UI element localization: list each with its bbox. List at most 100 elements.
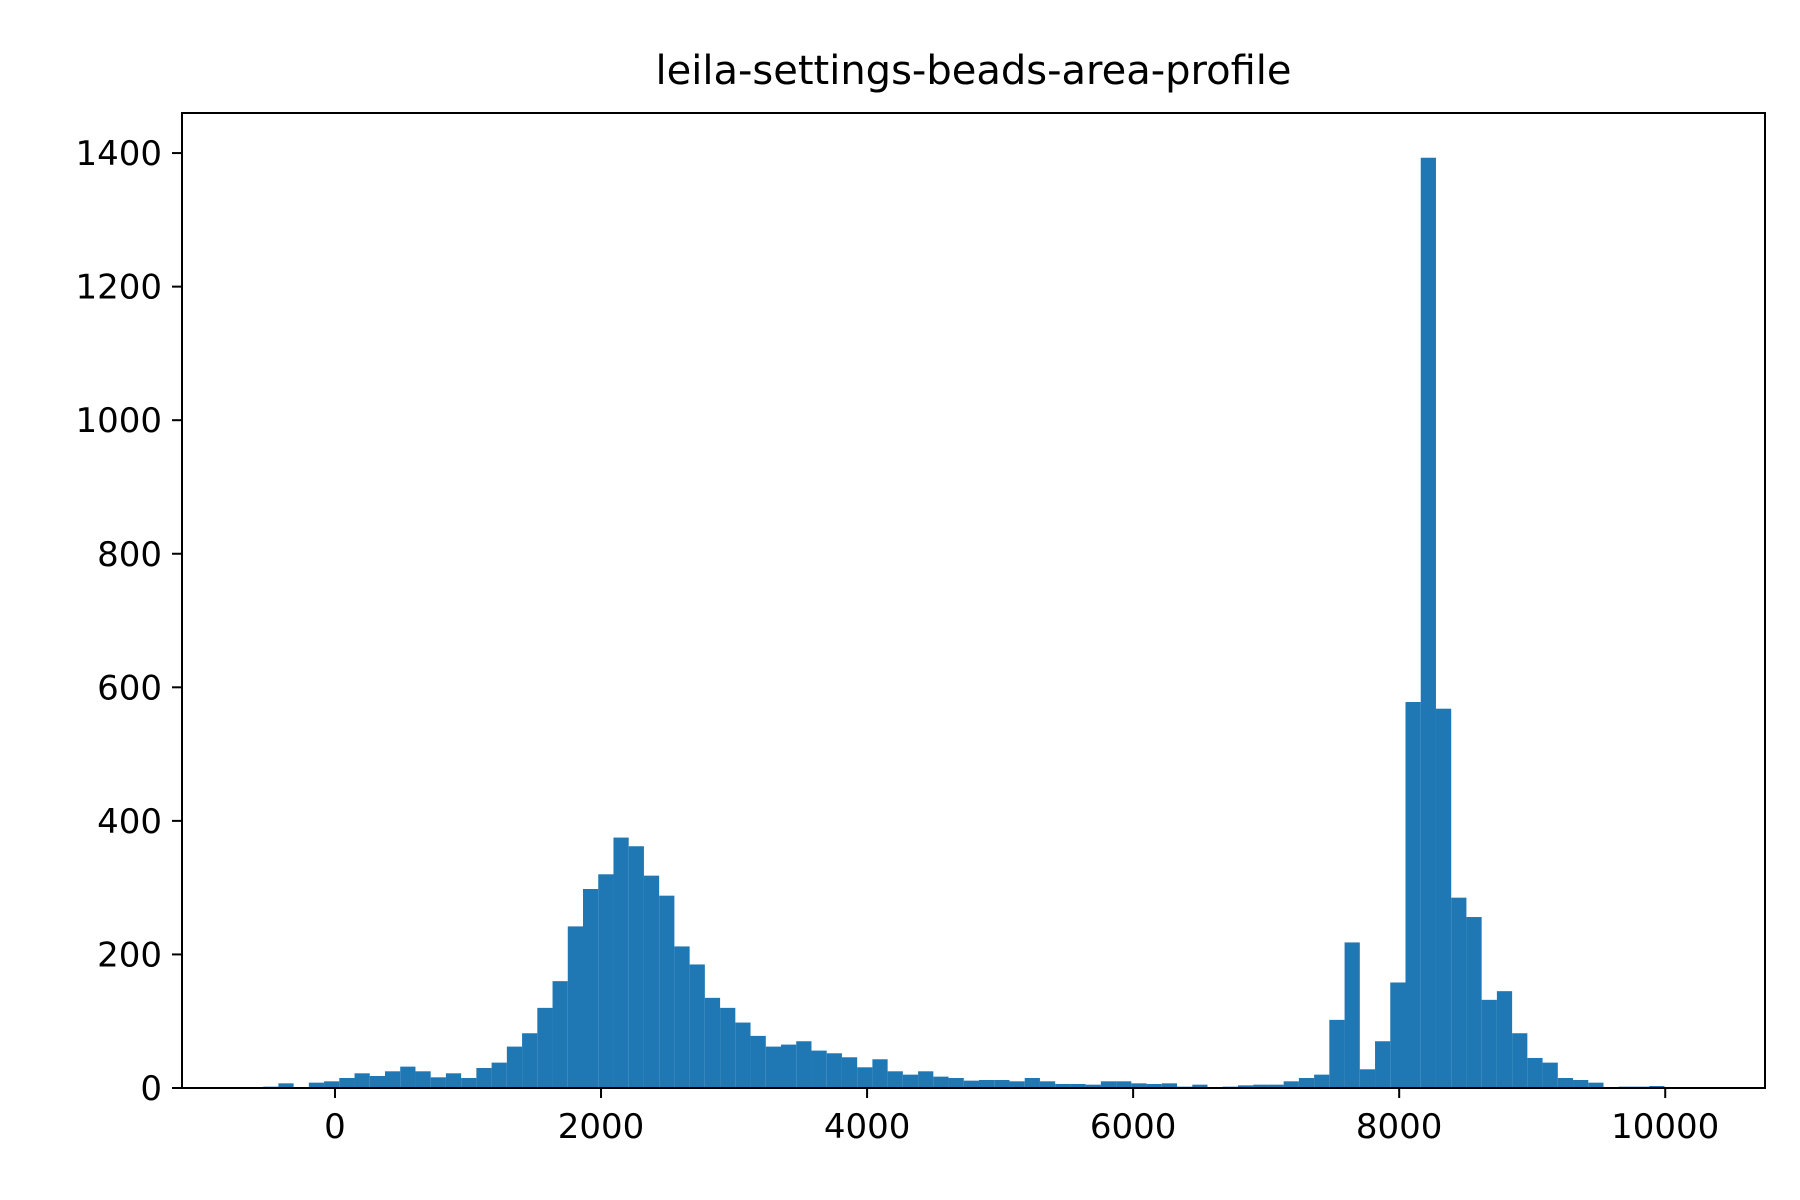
histogram-bar <box>506 1046 523 1088</box>
histogram-bar <box>841 1057 858 1088</box>
histogram-bar <box>857 1067 873 1088</box>
histogram-bar <box>385 1071 401 1088</box>
histogram-bar <box>1024 1077 1040 1088</box>
histogram-bar <box>1146 1083 1162 1088</box>
histogram-bar <box>1512 1033 1528 1088</box>
histogram-bar <box>1542 1062 1558 1088</box>
histogram-bar <box>598 874 614 1088</box>
histogram-bar <box>415 1071 431 1088</box>
histogram-bar <box>643 875 660 1088</box>
histogram-bar <box>674 946 690 1088</box>
histogram-bar <box>1009 1081 1025 1088</box>
histogram-bar <box>339 1077 355 1088</box>
histogram-bar <box>1100 1081 1117 1088</box>
x-tick-label: 0 <box>324 1107 346 1147</box>
histogram-bar <box>400 1066 416 1088</box>
histogram-bar <box>613 837 629 1088</box>
histogram-bar <box>1192 1084 1208 1088</box>
histogram-bar <box>1451 897 1467 1088</box>
x-tick-label: 8000 <box>1356 1107 1443 1147</box>
histogram-bar <box>765 1046 782 1088</box>
y-tick-label: 0 <box>140 1069 162 1109</box>
histogram-bar <box>1420 157 1436 1089</box>
histogram-bar <box>902 1074 919 1088</box>
histogram-bar <box>689 964 705 1088</box>
histogram-bar <box>1161 1083 1178 1088</box>
histogram-bar <box>583 888 599 1088</box>
y-tick-label: 1000 <box>75 401 162 441</box>
x-tick-label: 6000 <box>1090 1107 1177 1147</box>
histogram-bar <box>918 1071 934 1088</box>
histogram-bar <box>1557 1077 1574 1088</box>
histogram-bar <box>1253 1084 1269 1088</box>
histogram-bar <box>552 981 568 1088</box>
y-tick-label: 400 <box>97 802 162 842</box>
y-tick-label: 1400 <box>75 134 162 174</box>
histogram-bar <box>1344 942 1360 1088</box>
histogram-bar <box>491 1062 507 1088</box>
histogram-bar <box>308 1082 325 1088</box>
y-tick-label: 1200 <box>75 268 162 308</box>
histogram-bar <box>979 1079 995 1088</box>
histogram-bar <box>1055 1083 1071 1088</box>
histogram-bar <box>1573 1079 1589 1088</box>
histogram-bar <box>1435 708 1452 1088</box>
histogram-bar <box>948 1077 964 1088</box>
x-tick-label: 4000 <box>824 1107 911 1147</box>
histogram-bar <box>1359 1069 1376 1088</box>
histogram-bar <box>1390 982 1406 1088</box>
histogram-bar <box>1481 999 1497 1088</box>
histogram-bar <box>1496 991 1513 1088</box>
y-tick-label: 200 <box>97 935 162 975</box>
chart-title: leila-settings-beads-area-profile <box>656 48 1292 94</box>
histogram-bar <box>872 1059 888 1088</box>
histogram-bar <box>720 1007 736 1088</box>
y-tick-label: 600 <box>97 668 162 708</box>
x-tick-label: 2000 <box>558 1107 645 1147</box>
axes-frame <box>181 112 1766 1089</box>
histogram-bar <box>1131 1083 1147 1088</box>
histogram-bar <box>537 1007 553 1088</box>
histogram-bar <box>1405 702 1421 1088</box>
histogram-bar <box>445 1073 462 1088</box>
histogram-bar <box>1298 1077 1315 1088</box>
histogram-bar <box>735 1022 751 1088</box>
histogram-bar <box>369 1075 385 1088</box>
histogram-bar <box>1039 1081 1056 1088</box>
y-tick-label: 800 <box>97 535 162 575</box>
y-axis: 0 200 400 600 800 1000 1200 1400 <box>75 134 182 1109</box>
x-axis: 0 2000 4000 6000 8000 10000 <box>324 1088 1719 1147</box>
histogram-bar <box>781 1044 797 1088</box>
histogram-bar <box>461 1077 477 1088</box>
histogram-bar <box>750 1035 766 1088</box>
histogram-bar <box>1268 1084 1284 1088</box>
histogram-bar <box>1329 1019 1345 1088</box>
histogram-bar <box>659 895 675 1088</box>
histogram-bar <box>522 1033 538 1088</box>
histogram-bar <box>476 1067 492 1088</box>
histogram-bar <box>1283 1081 1299 1088</box>
histogram-bar <box>354 1073 370 1088</box>
histogram-bar <box>628 846 644 1088</box>
histogram-bar <box>826 1053 842 1088</box>
histogram-bar <box>278 1083 294 1088</box>
histogram-bar <box>1070 1083 1086 1088</box>
histogram-bar <box>811 1050 827 1088</box>
histogram-bar <box>1588 1082 1604 1088</box>
histogram-bar <box>1116 1081 1132 1088</box>
histogram-bar <box>1314 1074 1330 1088</box>
histogram-bar <box>994 1079 1010 1088</box>
histogram-bar <box>704 997 721 1088</box>
histogram-bar <box>324 1081 340 1088</box>
histogram-bar <box>1466 917 1482 1088</box>
bars-layer <box>263 157 1665 1089</box>
histogram-bar <box>1375 1041 1391 1088</box>
histogram-bar <box>933 1076 949 1088</box>
histogram-bar <box>963 1080 980 1088</box>
x-tick-label: 10000 <box>1611 1107 1719 1147</box>
histogram-bar <box>567 926 583 1088</box>
histogram-bar <box>430 1077 446 1088</box>
histogram-bar <box>1237 1085 1254 1088</box>
